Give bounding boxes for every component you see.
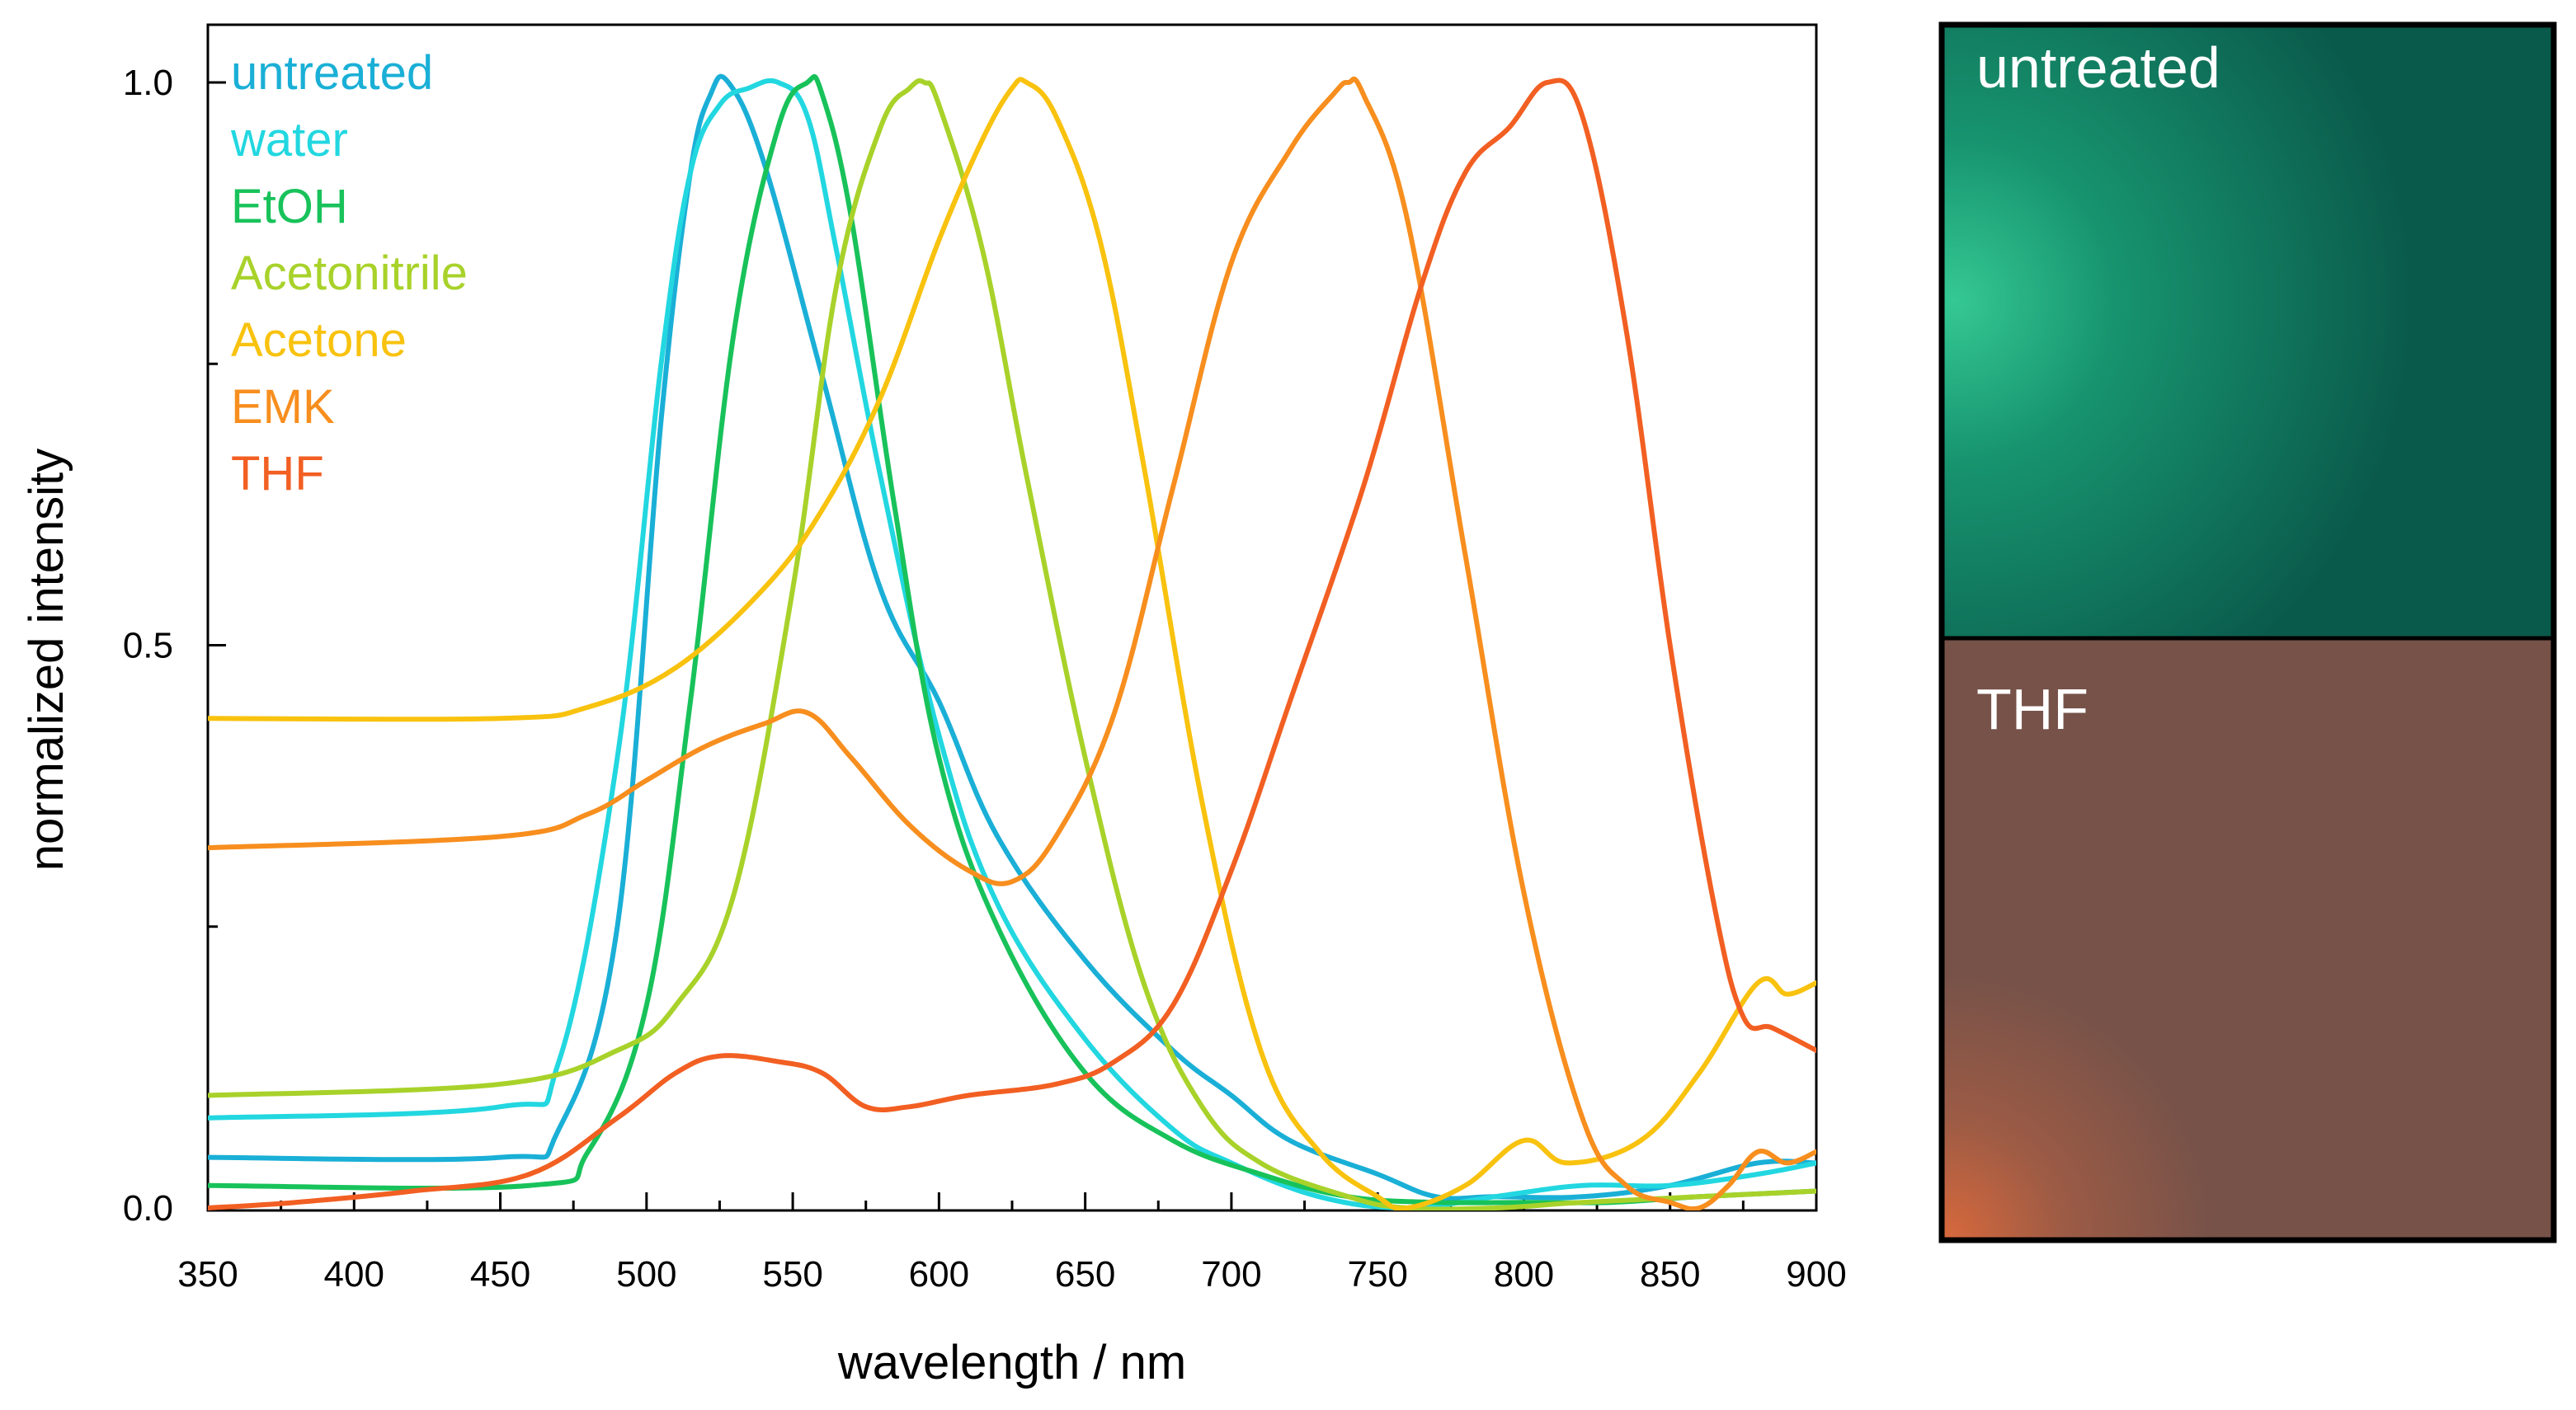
photo-caption-thf: THF xyxy=(1976,677,2089,741)
x-tick-label: 500 xyxy=(616,1254,676,1295)
series-group xyxy=(208,73,1816,1210)
series-line-untreated xyxy=(208,73,1816,1201)
legend-label-emk: EMK xyxy=(231,380,335,434)
legend-label-thf: THF xyxy=(231,447,324,501)
series-line-acetone xyxy=(208,77,1816,1210)
series-line-thf xyxy=(208,78,1816,1210)
x-axis: 350 400 450 500 550 600 650 700 750 800 850 900 xyxy=(177,1192,1847,1295)
legend-label-water: water xyxy=(230,113,348,167)
x-tick-label: 800 xyxy=(1494,1254,1554,1295)
series-line-water xyxy=(208,78,1816,1210)
plot-area xyxy=(206,23,1818,1212)
x-tick-label: 650 xyxy=(1055,1254,1115,1295)
x-tick-label: 700 xyxy=(1201,1254,1261,1295)
photo-thf xyxy=(1942,638,2554,1240)
y-axis: 0.0 0.5 1.0 xyxy=(123,63,226,1229)
legend: untreated water EtOH Acetonitrile Acetone EMK… xyxy=(230,46,468,501)
x-tick-label: 850 xyxy=(1640,1254,1700,1295)
x-tick-label: 350 xyxy=(177,1254,238,1295)
x-tick-label: 900 xyxy=(1786,1254,1846,1295)
x-tick-label: 550 xyxy=(762,1254,822,1295)
series-line-emk xyxy=(208,76,1816,1210)
x-tick-label: 450 xyxy=(470,1254,530,1295)
y-tick-label: 1.0 xyxy=(123,63,173,103)
legend-label-untreated: untreated xyxy=(231,46,433,100)
legend-label-acetone: Acetone xyxy=(231,313,407,367)
x-tick-label: 750 xyxy=(1347,1254,1407,1295)
x-tick-label: 600 xyxy=(909,1254,969,1295)
photo-untreated xyxy=(1942,25,2554,638)
y-axis-title: normalized intensity xyxy=(20,449,73,872)
y-tick-label: 0.5 xyxy=(123,626,173,666)
photo-frame xyxy=(1938,21,2557,1243)
series-line-etoh xyxy=(208,74,1816,1206)
legend-label-etoh: EtOH xyxy=(231,180,348,233)
photo-panel: untreated THF xyxy=(1938,21,2557,1243)
legend-label-acetonitrile: Acetonitrile xyxy=(231,247,468,300)
x-axis-title: wavelength / nm xyxy=(837,1336,1186,1389)
y-tick-label: 0.0 xyxy=(123,1188,173,1229)
photo-caption-untreated: untreated xyxy=(1976,35,2220,100)
x-tick-label: 400 xyxy=(324,1254,384,1295)
